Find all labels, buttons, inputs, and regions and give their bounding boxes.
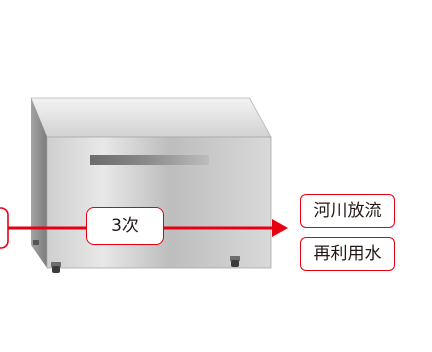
tank-slot (90, 155, 209, 165)
caster-front-left (51, 262, 61, 273)
arrow-right-icon (272, 219, 288, 237)
stage-label: 3次 (86, 207, 164, 245)
output-river-discharge: 河川放流 (300, 194, 395, 228)
tank-front-face (46, 136, 272, 269)
caster-back (33, 240, 39, 245)
tank-top-face (30, 97, 272, 138)
caster-front-right (230, 256, 240, 267)
output-reuse-water: 再利用水 (300, 237, 395, 271)
tank-side-face (31, 98, 47, 268)
inflow-box-edge (0, 207, 9, 249)
